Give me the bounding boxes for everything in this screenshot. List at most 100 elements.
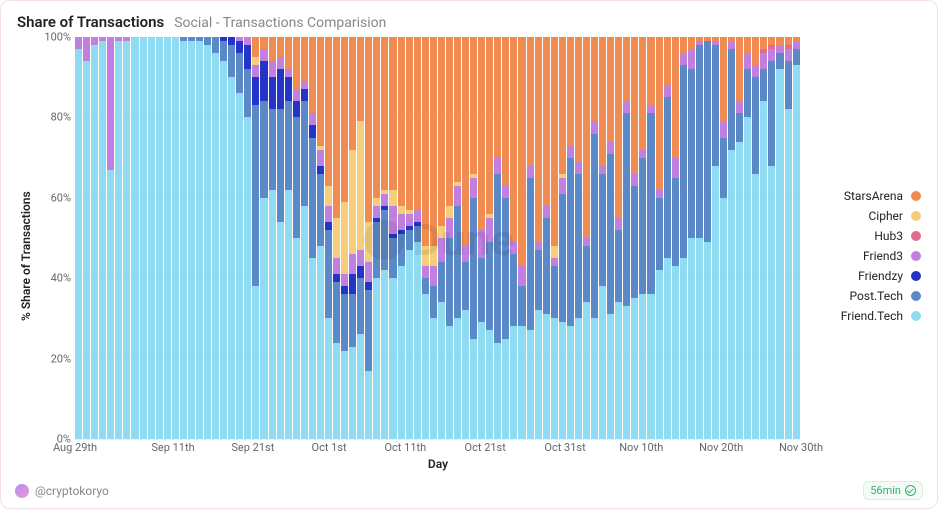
- bar-segment-cipher[interactable]: [341, 202, 348, 274]
- bar-segment-friend3[interactable]: [430, 266, 437, 286]
- bar[interactable]: [462, 37, 469, 439]
- bar-segment-cipher[interactable]: [551, 246, 558, 258]
- bar-segment-stars_arena[interactable]: [607, 37, 614, 142]
- bar-segment-friend_tech[interactable]: [172, 37, 179, 439]
- bar-segment-friend_tech[interactable]: [728, 150, 735, 439]
- bar-segment-post_tech[interactable]: [776, 53, 783, 69]
- bar-segment-friend_tech[interactable]: [381, 270, 388, 439]
- bar-segment-friend_tech[interactable]: [760, 101, 767, 439]
- bar-segment-friend_tech[interactable]: [277, 222, 284, 439]
- bar-segment-post_tech[interactable]: [406, 230, 413, 250]
- bar-segment-friend_tech[interactable]: [615, 302, 622, 439]
- bar[interactable]: [510, 37, 517, 439]
- bar-segment-post_tech[interactable]: [567, 158, 574, 327]
- bar-segment-post_tech[interactable]: [454, 206, 461, 319]
- bar-segment-friend_tech[interactable]: [535, 310, 542, 439]
- bar-segment-post_tech[interactable]: [373, 222, 380, 278]
- bar-segment-post_tech[interactable]: [236, 53, 243, 93]
- bar-segment-friend_tech[interactable]: [260, 198, 267, 439]
- bar-segment-friend3[interactable]: [583, 238, 590, 246]
- bar-segment-post_tech[interactable]: [639, 158, 646, 295]
- bar-segment-friend_tech[interactable]: [664, 258, 671, 439]
- bar-segment-friend_tech[interactable]: [744, 117, 751, 439]
- bar-segment-friend_tech[interactable]: [591, 318, 598, 439]
- bar-segment-friend3[interactable]: [317, 150, 324, 166]
- legend-item-friend_tech[interactable]: Friend.Tech: [815, 309, 921, 323]
- bar[interactable]: [180, 37, 187, 439]
- bar-segment-post_tech[interactable]: [486, 242, 493, 330]
- bar[interactable]: [639, 37, 646, 439]
- legend-item-post_tech[interactable]: Post.Tech: [815, 289, 921, 303]
- bar-segment-friend_tech[interactable]: [793, 65, 800, 439]
- bar-segment-friend3[interactable]: [623, 101, 630, 113]
- bar-segment-friend_tech[interactable]: [285, 190, 292, 439]
- bar-segment-friend3[interactable]: [527, 166, 534, 178]
- bar[interactable]: [527, 37, 534, 439]
- bar-segment-post_tech[interactable]: [252, 105, 259, 286]
- bar[interactable]: [422, 37, 429, 439]
- bar-segment-friend_tech[interactable]: [478, 322, 485, 439]
- bar-segment-post_tech[interactable]: [768, 61, 775, 166]
- bar-segment-stars_arena[interactable]: [309, 37, 316, 113]
- bar-segment-friend_tech[interactable]: [244, 117, 251, 439]
- bar-segment-friend3[interactable]: [365, 262, 372, 282]
- bar-segment-stars_arena[interactable]: [333, 37, 340, 218]
- legend-item-stars_arena[interactable]: StarsArena: [815, 189, 921, 203]
- bar-segment-post_tech[interactable]: [704, 41, 711, 242]
- bar[interactable]: [768, 37, 775, 439]
- bar-segment-stars_arena[interactable]: [720, 37, 727, 121]
- bar-segment-stars_arena[interactable]: [760, 37, 767, 49]
- bar-segment-post_tech[interactable]: [510, 254, 517, 326]
- bar[interactable]: [236, 37, 243, 439]
- bar-segment-stars_arena[interactable]: [317, 37, 324, 146]
- bar-segment-cipher[interactable]: [422, 246, 429, 266]
- bar-segment-friend_tech[interactable]: [607, 314, 614, 439]
- bar-segment-stars_arena[interactable]: [527, 37, 534, 166]
- bar-segment-friend3[interactable]: [543, 206, 550, 218]
- bar[interactable]: [728, 37, 735, 439]
- bar-segment-post_tech[interactable]: [672, 178, 679, 266]
- bar-segment-friend3[interactable]: [381, 194, 388, 206]
- bar-segment-friend3[interactable]: [535, 242, 542, 250]
- bar-segment-friendzy[interactable]: [349, 274, 356, 294]
- bar-segment-friend_tech[interactable]: [309, 258, 316, 439]
- bar-segment-post_tech[interactable]: [301, 101, 308, 206]
- bar-segment-friend_tech[interactable]: [398, 266, 405, 439]
- bar-segment-friend3[interactable]: [341, 274, 348, 286]
- bar-segment-friendzy[interactable]: [236, 41, 243, 53]
- bar-segment-friend_tech[interactable]: [269, 190, 276, 439]
- bar-segment-friend_tech[interactable]: [99, 41, 106, 439]
- bar-segment-friend3[interactable]: [518, 266, 525, 286]
- bar-segment-friend3[interactable]: [664, 85, 671, 97]
- bar[interactable]: [430, 37, 437, 439]
- bar-segment-friend3[interactable]: [599, 166, 606, 174]
- bar-segment-friendzy[interactable]: [285, 77, 292, 101]
- bar-segment-friend_tech[interactable]: [446, 326, 453, 439]
- bar-segment-friend3[interactable]: [325, 206, 332, 222]
- bar-segment-friend_tech[interactable]: [365, 371, 372, 439]
- bar-segment-friend_tech[interactable]: [107, 170, 114, 439]
- bar-segment-stars_arena[interactable]: [736, 37, 743, 101]
- bar-segment-friend_tech[interactable]: [712, 166, 719, 439]
- bar-segment-post_tech[interactable]: [389, 238, 396, 278]
- bar-segment-friend_tech[interactable]: [785, 109, 792, 439]
- bar[interactable]: [406, 37, 413, 439]
- bar-segment-post_tech[interactable]: [269, 109, 276, 189]
- bar-segment-friend_tech[interactable]: [599, 286, 606, 439]
- bar-segment-friend_tech[interactable]: [212, 53, 219, 439]
- bar-segment-post_tech[interactable]: [688, 69, 695, 238]
- bar-segment-post_tech[interactable]: [680, 65, 687, 258]
- bar-segment-post_tech[interactable]: [656, 198, 663, 270]
- bar-segment-friend3[interactable]: [551, 258, 558, 266]
- bar[interactable]: [172, 37, 179, 439]
- bar-segment-friend3[interactable]: [454, 186, 461, 206]
- bar-segment-friend3[interactable]: [293, 89, 300, 101]
- bar-segment-stars_arena[interactable]: [285, 37, 292, 69]
- bar-segment-friend3[interactable]: [720, 121, 727, 137]
- bar[interactable]: [123, 37, 130, 439]
- bar-segment-post_tech[interactable]: [462, 262, 469, 310]
- legend-item-hub3[interactable]: Hub3: [815, 229, 921, 243]
- bar-segment-stars_arena[interactable]: [639, 37, 646, 150]
- bar[interactable]: [518, 37, 525, 439]
- bar-segment-cipher[interactable]: [398, 206, 405, 214]
